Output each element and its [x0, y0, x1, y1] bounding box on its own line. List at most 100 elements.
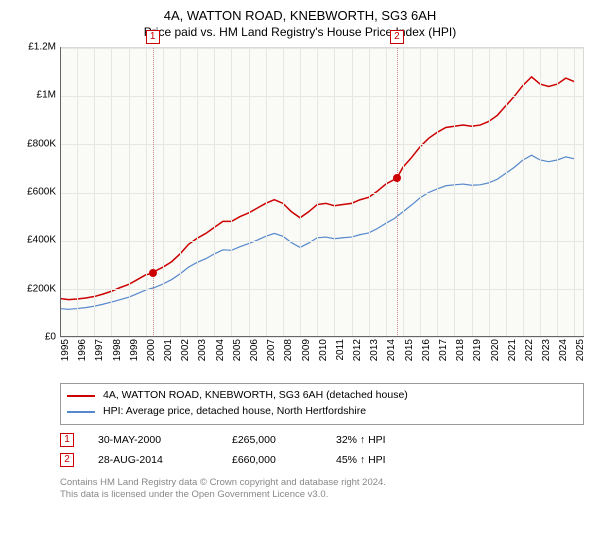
transaction-table: 1 30-MAY-2000 £265,000 32% ↑ HPI 2 28-AUG-201…	[60, 433, 584, 467]
x-gridline	[163, 48, 164, 337]
x-gridline	[420, 48, 421, 337]
legend-label: 4A, WATTON ROAD, KNEBWORTH, SG3 6AH (det…	[103, 388, 408, 404]
x-tick-label: 2001	[163, 339, 174, 361]
x-tick-label: 2022	[524, 339, 535, 361]
x-gridline	[317, 48, 318, 337]
x-gridline	[557, 48, 558, 337]
plot-area: 12	[60, 47, 584, 337]
x-tick-label: 2025	[575, 339, 586, 361]
x-gridline	[77, 48, 78, 337]
transaction-row: 2 28-AUG-2014 £660,000 45% ↑ HPI	[60, 453, 584, 467]
transaction-hpi: 32% ↑ HPI	[336, 434, 426, 446]
transaction-date: 30-MAY-2000	[98, 434, 208, 446]
transaction-marker-line	[397, 48, 398, 337]
x-gridline	[300, 48, 301, 337]
x-gridline	[454, 48, 455, 337]
x-tick-label: 2013	[369, 339, 380, 361]
y-axis-line	[60, 47, 61, 337]
x-tick-label: 2005	[232, 339, 243, 361]
legend-swatch	[67, 411, 95, 413]
x-gridline	[506, 48, 507, 337]
footnote: Contains HM Land Registry data © Crown c…	[60, 477, 584, 503]
y-tick-label: £200K	[27, 283, 56, 294]
x-gridline	[180, 48, 181, 337]
transaction-marker-cell: 1	[60, 433, 74, 447]
transaction-marker-line	[153, 48, 154, 337]
x-gridline	[489, 48, 490, 337]
y-gridline	[60, 241, 583, 242]
x-gridline	[197, 48, 198, 337]
x-tick-label: 2004	[215, 339, 226, 361]
transaction-marker-badge: 2	[390, 30, 404, 44]
x-gridline	[403, 48, 404, 337]
x-gridline	[334, 48, 335, 337]
x-tick-label: 2023	[541, 339, 552, 361]
x-tick-label: 2003	[197, 339, 208, 361]
x-gridline	[231, 48, 232, 337]
y-axis: £0£200K£400K£600K£800K£1M£1.2M	[12, 47, 60, 337]
legend-row: 4A, WATTON ROAD, KNEBWORTH, SG3 6AH (det…	[67, 388, 577, 404]
x-gridline	[111, 48, 112, 337]
y-gridline	[60, 193, 583, 194]
x-gridline	[523, 48, 524, 337]
x-gridline	[266, 48, 267, 337]
x-gridline	[283, 48, 284, 337]
transaction-price: £265,000	[232, 434, 312, 446]
legend-swatch	[67, 395, 95, 397]
transaction-marker-cell: 2	[60, 453, 74, 467]
x-tick-label: 2010	[318, 339, 329, 361]
legend-row: HPI: Average price, detached house, Nort…	[67, 404, 577, 420]
x-gridline	[129, 48, 130, 337]
y-gridline	[60, 96, 583, 97]
y-tick-label: £600K	[27, 187, 56, 198]
x-tick-label: 2017	[438, 339, 449, 361]
x-tick-label: 2015	[404, 339, 415, 361]
x-gridline	[146, 48, 147, 337]
x-tick-label: 2014	[386, 339, 397, 361]
chart-subtitle: Price paid vs. HM Land Registry's House …	[12, 25, 588, 39]
x-tick-label: 1999	[129, 339, 140, 361]
x-tick-label: 1996	[77, 339, 88, 361]
x-gridline	[369, 48, 370, 337]
x-tick-label: 2018	[455, 339, 466, 361]
x-tick-label: 1997	[94, 339, 105, 361]
footnote-line: Contains HM Land Registry data © Crown c…	[60, 477, 584, 490]
x-tick-label: 2008	[283, 339, 294, 361]
x-tick-label: 2007	[266, 339, 277, 361]
y-tick-label: £1M	[37, 90, 56, 101]
transaction-date: 28-AUG-2014	[98, 454, 208, 466]
x-tick-label: 2020	[490, 339, 501, 361]
x-tick-label: 2011	[335, 339, 346, 361]
transaction-row: 1 30-MAY-2000 £265,000 32% ↑ HPI	[60, 433, 584, 447]
x-tick-label: 2019	[472, 339, 483, 361]
transaction-price: £660,000	[232, 454, 312, 466]
y-tick-label: £800K	[27, 138, 56, 149]
y-tick-label: £400K	[27, 235, 56, 246]
x-gridline	[437, 48, 438, 337]
x-tick-label: 2000	[146, 339, 157, 361]
legend-box: 4A, WATTON ROAD, KNEBWORTH, SG3 6AH (det…	[60, 383, 584, 425]
x-tick-label: 2012	[352, 339, 363, 361]
y-tick-label: £0	[45, 332, 56, 343]
y-gridline	[60, 48, 583, 49]
chart-container: 4A, WATTON ROAD, KNEBWORTH, SG3 6AH Pric…	[0, 0, 600, 560]
x-tick-label: 1995	[60, 339, 71, 361]
transaction-dot	[393, 174, 401, 182]
footnote-line: This data is licensed under the Open Gov…	[60, 489, 584, 502]
transaction-dot	[149, 269, 157, 277]
x-tick-label: 2009	[301, 339, 312, 361]
transaction-hpi: 45% ↑ HPI	[336, 454, 426, 466]
x-gridline	[352, 48, 353, 337]
x-gridline	[214, 48, 215, 337]
x-tick-label: 2006	[249, 339, 260, 361]
x-tick-label: 2024	[558, 339, 569, 361]
x-gridline	[574, 48, 575, 337]
chart-area: £0£200K£400K£600K£800K£1M£1.2M 12 199519…	[12, 47, 588, 377]
y-gridline	[60, 144, 583, 145]
x-gridline	[94, 48, 95, 337]
x-tick-label: 2002	[180, 339, 191, 361]
y-tick-label: £1.2M	[28, 42, 56, 53]
chart-title: 4A, WATTON ROAD, KNEBWORTH, SG3 6AH	[12, 8, 588, 23]
transaction-marker-badge: 1	[146, 30, 160, 44]
y-gridline	[60, 289, 583, 290]
